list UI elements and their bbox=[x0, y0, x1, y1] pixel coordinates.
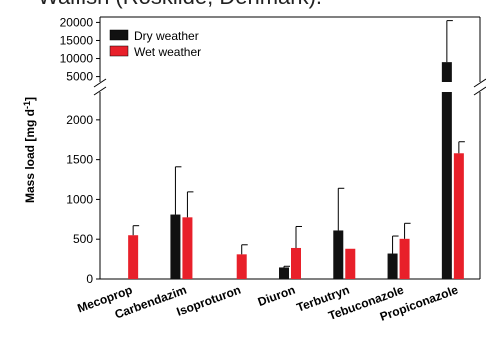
bar-dry bbox=[387, 253, 398, 279]
legend-swatch-dry bbox=[109, 29, 129, 41]
y-tick-label: 1000 bbox=[66, 192, 93, 206]
x-tick-label: Diuron bbox=[256, 283, 297, 309]
chart-frame bbox=[93, 16, 486, 280]
y-tick-label: 10000 bbox=[60, 52, 94, 66]
page-caption: Walfish (Roskilde, Denmark). bbox=[38, 0, 322, 10]
bar-dry-lower bbox=[441, 92, 452, 279]
legend: Dry weather Wet weather bbox=[109, 29, 201, 59]
error-bars bbox=[132, 20, 465, 268]
legend-swatch-wet bbox=[109, 45, 129, 57]
bar-wet bbox=[182, 217, 193, 279]
y-tick-label: 500 bbox=[73, 232, 93, 246]
y-tick-label: 1500 bbox=[66, 153, 93, 167]
bar-dry bbox=[170, 214, 181, 279]
y-tick-label: 0 bbox=[86, 272, 93, 286]
axis-break-mark-right-b bbox=[473, 86, 486, 96]
y-tick-label: 2000 bbox=[66, 113, 93, 127]
y-axis-ticks: 0 500 1000 1500 2000 5000 10000 15000 20000 bbox=[60, 15, 100, 286]
chart-bars bbox=[128, 62, 464, 279]
axis-break-mark-left-a bbox=[93, 78, 107, 88]
axis-break-mark-right-a bbox=[473, 78, 486, 88]
legend-label-wet: Wet weather bbox=[134, 45, 201, 59]
y-tick-label: 20000 bbox=[60, 15, 94, 29]
axis-break-mark-left-b bbox=[93, 86, 107, 96]
bar-dry bbox=[333, 230, 344, 279]
bar-wet bbox=[399, 238, 410, 279]
bar-wet bbox=[236, 254, 247, 279]
y-axis-label: Mass load [mg d-1] bbox=[22, 97, 37, 203]
bar-wet bbox=[291, 247, 301, 279]
bar-wet bbox=[128, 235, 139, 279]
bar-wet bbox=[453, 153, 464, 279]
y-tick-label: 5000 bbox=[66, 70, 93, 84]
bar-dry bbox=[279, 267, 289, 279]
y-tick-label: 15000 bbox=[60, 33, 94, 47]
bar-wet bbox=[345, 248, 356, 279]
bar-dry-upper bbox=[441, 62, 452, 82]
legend-label-dry: Dry weather bbox=[134, 29, 199, 43]
